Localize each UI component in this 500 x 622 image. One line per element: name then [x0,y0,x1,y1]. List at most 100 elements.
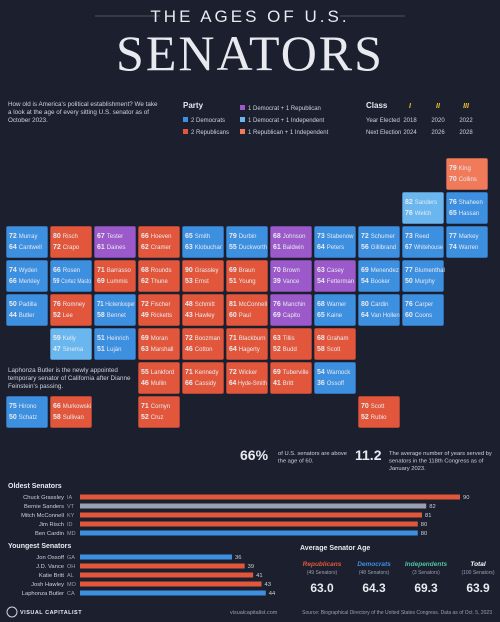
senator-name: Scott [371,404,385,410]
senator-name: Grassley [195,268,219,274]
class-row-label: Next Election [366,130,401,136]
senator-age: 61 [97,244,105,251]
legend-label: 1 Republican + 1 Independent [248,130,329,136]
state-tile [137,293,181,327]
senator-age: 51 [97,346,105,353]
state-tile [401,191,445,225]
state-tile [93,259,137,293]
senator-label: 62 Cramer [141,244,171,251]
state-tile [137,327,181,361]
senator-label: 59Cortez Masto [53,278,92,285]
senator-age: 70 [361,403,369,410]
senator-label: 68 Graham [317,335,348,342]
bar [80,521,418,527]
senator-age: 68 [317,301,325,308]
intro-text: How old is America's political establish… [8,101,158,124]
senator-name: Hassan [459,211,479,217]
bar-value: 41 [256,573,262,579]
senator-name: Young [239,279,256,285]
senator-label: 73 Stabenow [317,233,354,240]
bar-state: AL [67,573,74,579]
average-note: (3 Senators) [412,570,440,576]
senator-age: 66 [53,403,61,410]
senator-name: Murray [19,234,38,240]
senator-label: 52 Cruz [141,414,163,421]
bar-name: Jon Ossoff [36,555,64,561]
senator-age: 66 [185,380,193,387]
senator-label: 54 Warnock [317,369,351,376]
senator-age: 41 [273,380,281,387]
senator-age: 62 [141,278,149,285]
average-note: (100 Senators) [461,570,494,576]
senator-name: Hyde-Smith [238,381,267,387]
senator-name: Hawley [195,313,215,319]
state-tile [225,259,269,293]
senator-label: 68 Warner [317,301,346,308]
senator-age: 68 [273,233,281,240]
senator-label: 58 Bennet [97,312,126,319]
senator-label: 67Whitehouse [405,244,444,251]
state-tile [445,191,489,225]
class-cell: 2028 [459,130,473,136]
senator-name: Menendez [371,268,399,274]
title: SENATORS [116,25,384,81]
state-tile [225,327,269,361]
senator-age: 75 [9,403,17,410]
senator-name: Cantwell [19,245,42,251]
senator-label: 79 Durbin [229,233,256,240]
senator-label: 77 Blumenthal [405,267,445,274]
senator-name: Lummis [107,279,128,285]
senator-label: 63 Tillis [273,335,295,342]
senator-name: Coons [415,313,432,319]
senator-name: Peters [327,245,344,251]
senator-name: Hoeven [151,234,172,240]
state-tile [445,157,489,191]
state-tile [93,225,137,259]
senator-label: 68 Rounds [141,267,171,274]
senator-age: 72 [141,301,149,308]
senator-label: 43 Hawley [185,312,214,319]
senator-name: Romney [63,302,85,308]
senator-label: 76 Romney [53,301,85,308]
senator-name: Barrasso [107,268,132,274]
average-label: Republicans [303,561,342,568]
senator-label: 39 Vance [273,278,300,285]
senator-age: 52 [53,312,61,319]
senator-label: 58 Sullivan [53,414,84,421]
senator-name: Lee [63,313,74,319]
senator-age: 66 [141,233,149,240]
senator-name: King [459,166,471,172]
senator-name: Boozman [195,336,220,342]
senator-label: 71 Barrasso [97,267,131,274]
senator-label: 80 Risch [53,233,78,240]
senator-age: 67 [405,244,412,251]
senator-name: Ernst [195,279,209,285]
state-tile [269,225,313,259]
senator-label: 69 Tuberville [273,369,309,376]
state-tile [93,293,137,327]
senator-label: 69 Moran [141,335,168,342]
state-tile [5,395,49,429]
senator-name: Baldwin [283,245,304,251]
senator-age: 72 [9,233,17,240]
senator-age: 71 [97,301,104,308]
senator-age: 59 [53,278,60,285]
senator-label: 72 Wicker [229,369,257,376]
bar-name: Katie Britt [39,573,65,579]
senator-label: 68 Johnson [273,233,305,240]
senator-label: 82 Sanders [405,199,437,206]
state-tile [181,225,225,259]
legend-label: 1 Democrat + 1 Republican [248,106,321,112]
senator-age: 66 [9,278,17,285]
state-tile [313,327,357,361]
senator-label: 72 Boozman [185,335,220,342]
text-line: How old is America's political establish… [8,101,158,108]
senator-age: 67 [97,233,105,240]
senator-name: Rounds [151,268,172,274]
site: visualcapitalist.com [230,610,278,616]
senator-name: Casey [327,268,344,274]
senator-age: 80 [361,301,369,308]
senator-label: 79 King [449,165,471,172]
senator-age: 72 [361,233,369,240]
senator-age: 63 [185,244,193,251]
